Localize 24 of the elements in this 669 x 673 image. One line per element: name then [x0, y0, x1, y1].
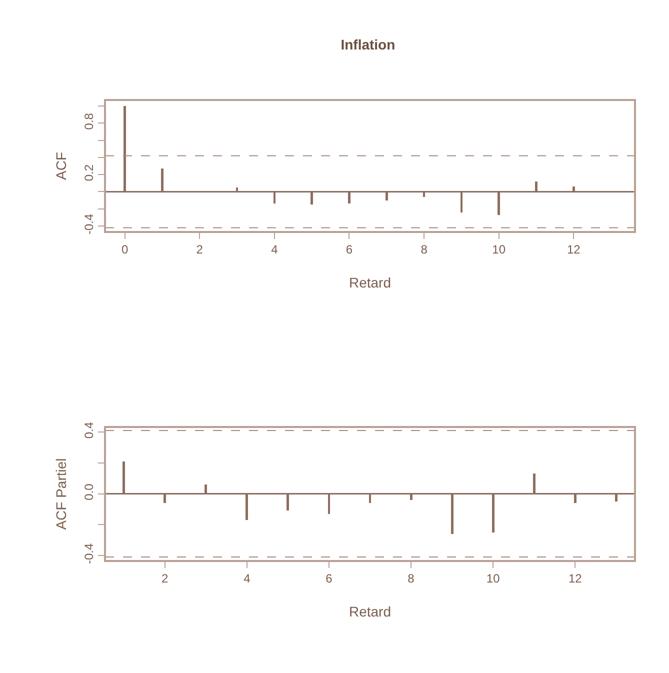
y-tick-label: 0.4 [82, 422, 96, 439]
x-tick-label: 2 [196, 242, 204, 256]
x-tick-label: 0 [121, 242, 128, 256]
x-tick-label: 6 [346, 242, 353, 256]
x-axis-title: Retard [348, 604, 392, 620]
x-tick-label: 8 [408, 571, 415, 586]
x-tick-label: 10 [492, 242, 506, 256]
x-tick-label: 12 [566, 242, 581, 256]
x-tick-label: 2 [162, 571, 169, 586]
x-tick-label: 8 [420, 242, 428, 256]
x-tick-label: 6 [326, 571, 333, 586]
x-tick-label: 4 [271, 242, 278, 256]
x-tick-label: 12 [568, 571, 582, 586]
chart-title: Inflation [340, 36, 396, 52]
y-axis-title: ACF Partiel [52, 458, 69, 530]
y-tick-label: 0.0 [82, 483, 96, 500]
x-tick-label: 4 [244, 571, 251, 586]
y-axis-title: ACF [52, 152, 69, 180]
y-tick-label: -0.4 [82, 542, 96, 564]
x-axis-title: Retard [348, 274, 392, 291]
y-tick-label: 0.8 [82, 112, 96, 130]
y-tick-label: 0.2 [82, 164, 96, 182]
x-tick-label: 10 [486, 571, 500, 586]
y-tick-label: -0.4 [82, 214, 96, 235]
